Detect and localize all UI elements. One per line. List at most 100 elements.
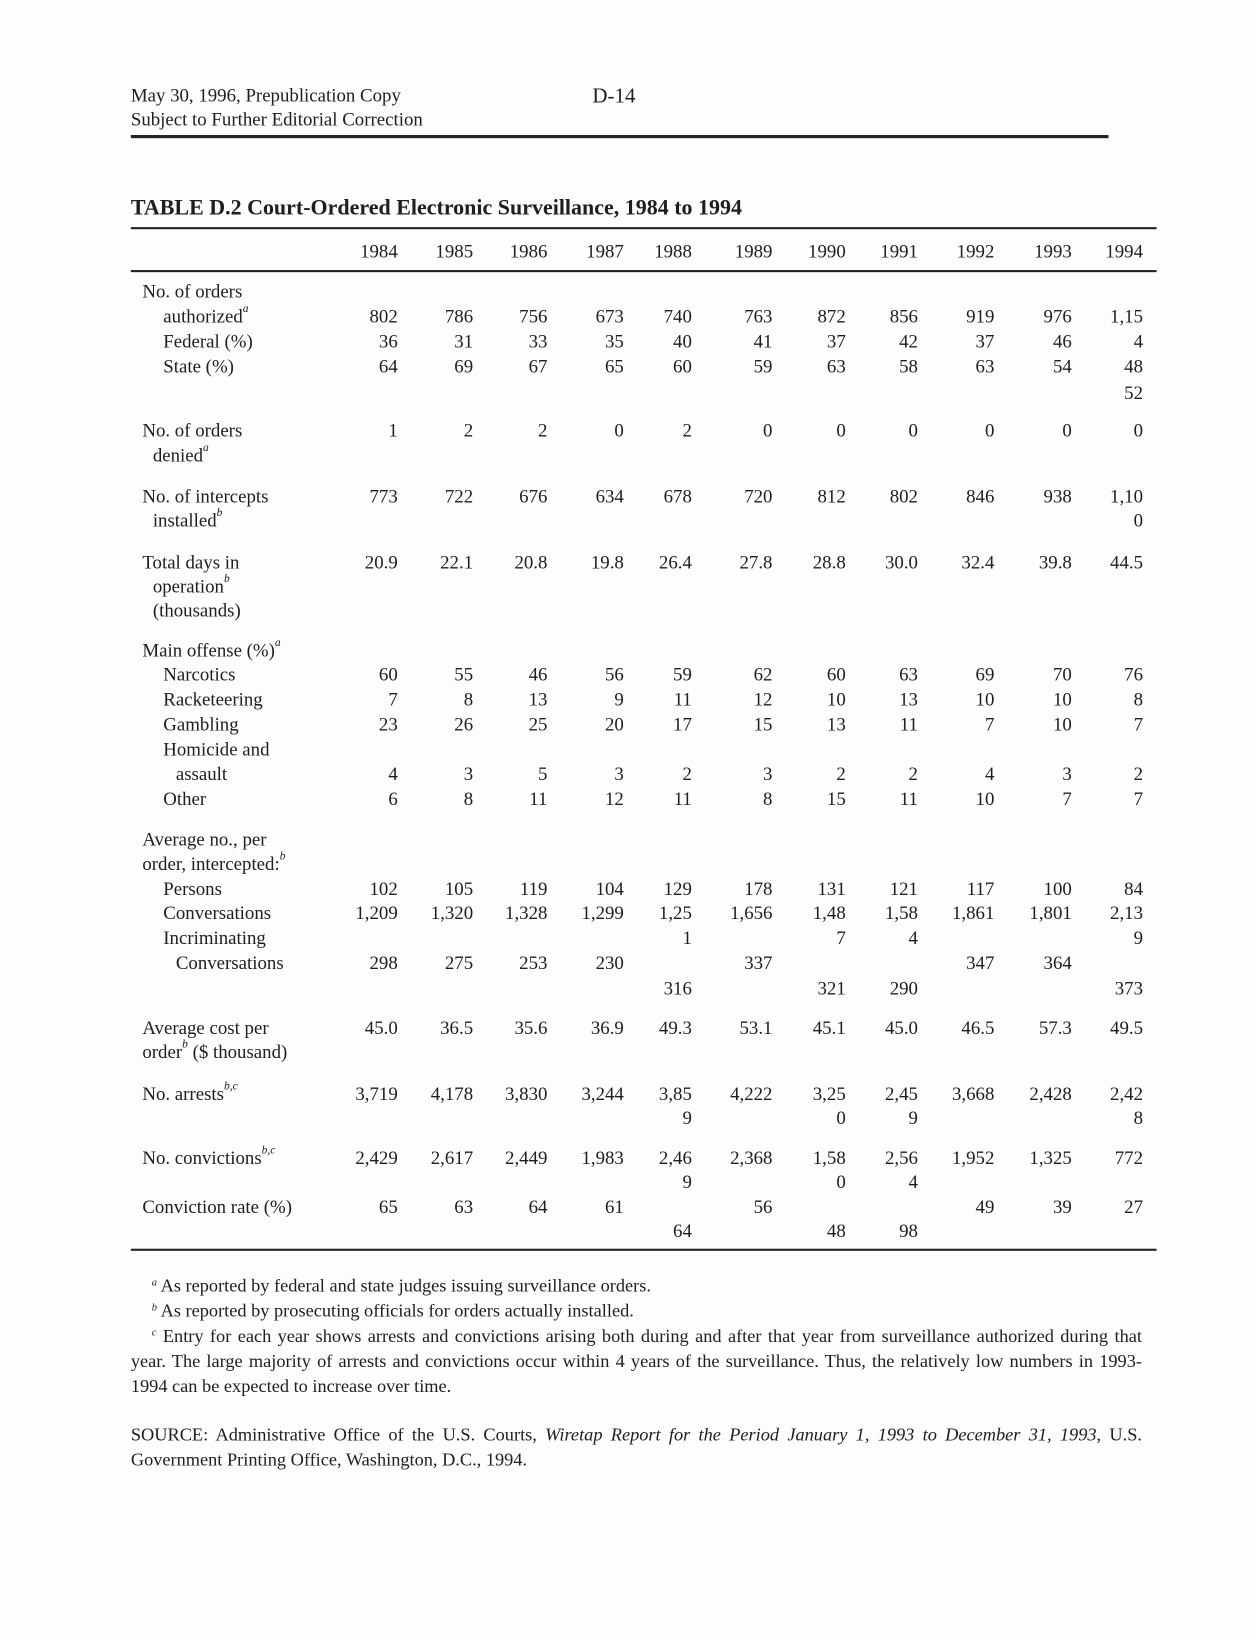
table-cell: 10 <box>826 688 846 710</box>
table-cell: 45.0 <box>364 1017 398 1039</box>
table-cell: 20.9 <box>364 551 398 573</box>
table-cell: 13 <box>826 713 846 735</box>
table-cell: 6 <box>388 788 398 810</box>
table-cell: 678 <box>663 485 692 507</box>
table-cell: 0 <box>836 1107 846 1129</box>
table-cell: 100 <box>1043 878 1072 900</box>
table-cell: 0 <box>1133 509 1143 531</box>
table-cell: 3,85 <box>658 1083 692 1105</box>
table-cell: 3,668 <box>951 1083 995 1105</box>
row-label: authorizeda <box>163 302 248 328</box>
table-cell: 67 <box>528 355 548 377</box>
table-cell: 49.3 <box>658 1017 692 1039</box>
row-label: No. of orders <box>142 420 242 442</box>
table-cell: 7 <box>1133 788 1143 810</box>
table-cell: 9 <box>682 1171 692 1193</box>
column-header-1986: 1986 <box>509 240 548 262</box>
row-label: assault <box>176 763 227 785</box>
footnote-text: As reported by prosecuting officials for… <box>160 1300 634 1321</box>
table-cell: 2,56 <box>884 1147 918 1169</box>
table-cell: 62 <box>753 663 773 685</box>
column-header-1991: 1991 <box>880 240 918 262</box>
row-label: No. of intercepts <box>142 486 268 508</box>
row-label: State (%) <box>163 356 234 378</box>
table-cell: 1,299 <box>581 902 624 924</box>
column-header-1990: 1990 <box>808 240 846 262</box>
table-cell: 3 <box>614 763 624 784</box>
table-cell: 812 <box>817 485 846 507</box>
footnote-ref: b,c <box>261 1144 276 1157</box>
table-cell: 13 <box>899 688 918 710</box>
table-cell: 129 <box>663 878 692 900</box>
table-cell: 2,429 <box>355 1147 398 1169</box>
row-label: Average cost per <box>142 1017 268 1039</box>
column-header-1987: 1987 <box>586 240 624 262</box>
row-label: Other <box>163 788 206 810</box>
table-cell: 102 <box>369 878 398 900</box>
row-label-text: Main offense (%) <box>142 639 275 661</box>
table-cell: 41 <box>753 330 773 352</box>
row-label: No. convictionsb,c <box>142 1144 276 1169</box>
table-cell: 2 <box>538 419 548 441</box>
table-cell: 45.1 <box>812 1017 846 1039</box>
table-cell: 20 <box>604 713 624 735</box>
table-cell: 2 <box>463 419 474 441</box>
table-cell: 54 <box>1052 355 1072 377</box>
table-cell: 856 <box>889 305 918 327</box>
table-cell: 2,45 <box>884 1083 918 1105</box>
table-cell: 8 <box>463 688 474 710</box>
row-label-text: No. of intercepts <box>142 485 269 507</box>
table-cell: 60 <box>826 663 846 685</box>
table-cell: 39.8 <box>1038 551 1072 573</box>
row-label: Main offense (%)a <box>142 636 280 662</box>
header-rule <box>130 135 1109 139</box>
column-header-1989: 1989 <box>734 240 773 262</box>
table-bottom-rule <box>130 1248 1157 1251</box>
table-cell: 275 <box>444 952 474 974</box>
table-cell: 3 <box>463 763 474 784</box>
table-cell: 105 <box>444 878 474 900</box>
source-title: Wiretap Report for the Period January 1,… <box>545 1423 1097 1445</box>
source-suffix: , U.S. Government Printing Office, Washi… <box>130 1423 1142 1470</box>
table-cell: 676 <box>519 485 548 507</box>
table-top-rule <box>130 227 1157 230</box>
table-cell: 2,368 <box>730 1147 773 1169</box>
table-cell: 64 <box>528 1196 548 1218</box>
table-cell: 1,801 <box>1029 902 1072 924</box>
footnote-a: a As reported by federal and state judge… <box>131 1273 1142 1298</box>
table-cell: 0 <box>1062 419 1072 441</box>
table-cell: 2 <box>908 763 918 784</box>
table-cell: 45.0 <box>884 1017 918 1039</box>
table-cell: 39 <box>1052 1196 1072 1218</box>
table-cell: 634 <box>595 485 624 507</box>
table-cell: 69 <box>975 663 995 685</box>
row-label: Persons <box>163 878 222 900</box>
table-cell: 19.8 <box>590 551 624 573</box>
table-cell: 2,42 <box>1110 1083 1143 1105</box>
table-cell: 1,25 <box>658 902 692 924</box>
table-cell: 1,325 <box>1029 1147 1072 1169</box>
table-cell: 12 <box>604 788 624 810</box>
row-label: No. arrestsb,c <box>142 1080 237 1105</box>
table-cell: 0 <box>763 419 773 441</box>
header-subtitle: Subject to Further Editorial Correction <box>130 108 423 130</box>
table-cell: 4,178 <box>430 1083 474 1105</box>
row-label-text: denied <box>152 444 204 466</box>
table-cell: 4,222 <box>730 1083 773 1105</box>
table-cell: 9 <box>614 688 624 710</box>
table-cell: 8 <box>1133 1107 1143 1129</box>
table-cell: 48 <box>826 1220 846 1242</box>
row-label-text: Average no., per <box>142 828 267 850</box>
table-cell: 12 <box>753 688 773 710</box>
table-cell: 131 <box>817 878 846 900</box>
row-label-text: order <box>142 1041 183 1063</box>
table-cell: 8 <box>463 788 474 810</box>
footnote-text: As reported by federal and state judges … <box>160 1274 651 1296</box>
footnote-ref: b <box>223 572 230 586</box>
table-cell: 15 <box>753 713 773 735</box>
row-label-text: Conversations <box>175 952 284 974</box>
row-label-text: Narcotics <box>163 663 236 685</box>
table-cell: 61 <box>604 1196 624 1218</box>
table-cell: 60 <box>673 355 692 377</box>
